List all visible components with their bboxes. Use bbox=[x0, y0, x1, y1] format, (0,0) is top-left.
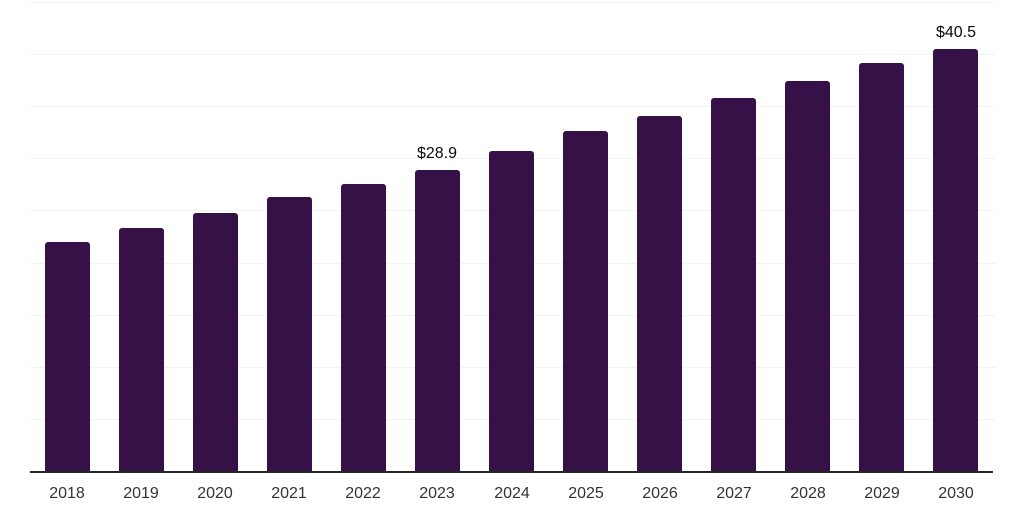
x-tick-2019: 2019 bbox=[123, 485, 159, 502]
x-axis-line bbox=[30, 471, 993, 473]
gridline-40 bbox=[30, 54, 995, 55]
bar-2025[interactable] bbox=[563, 131, 608, 471]
x-tick-2025: 2025 bbox=[568, 485, 604, 502]
x-tick-2029: 2029 bbox=[864, 485, 900, 502]
x-tick-2023: 2023 bbox=[419, 485, 455, 502]
bar-2019[interactable] bbox=[119, 228, 164, 471]
bar-2018[interactable] bbox=[45, 242, 90, 471]
bar-2028[interactable] bbox=[785, 81, 830, 471]
x-tick-2024: 2024 bbox=[494, 485, 530, 502]
gridline-35 bbox=[30, 106, 995, 107]
x-tick-2022: 2022 bbox=[345, 485, 381, 502]
bar-2023[interactable] bbox=[415, 170, 460, 471]
x-tick-2030: 2030 bbox=[938, 485, 974, 502]
bar-2020[interactable] bbox=[193, 213, 238, 471]
data-label-2030: $40.5 bbox=[935, 24, 977, 41]
bar-2022[interactable] bbox=[341, 184, 386, 471]
bar-2027[interactable] bbox=[711, 98, 756, 471]
x-tick-2026: 2026 bbox=[642, 485, 678, 502]
x-tick-2028: 2028 bbox=[790, 485, 826, 502]
data-label-2023: $28.9 bbox=[416, 145, 458, 162]
bar-2026[interactable] bbox=[637, 116, 682, 471]
x-tick-2020: 2020 bbox=[197, 485, 233, 502]
bar-2024[interactable] bbox=[489, 151, 534, 471]
bar-2030[interactable] bbox=[933, 49, 978, 471]
bar-2021[interactable] bbox=[267, 197, 312, 471]
bar-2029[interactable] bbox=[859, 63, 904, 471]
x-tick-2027: 2027 bbox=[716, 485, 752, 502]
x-tick-2018: 2018 bbox=[49, 485, 85, 502]
x-tick-2021: 2021 bbox=[271, 485, 307, 502]
gridline-45 bbox=[30, 2, 995, 3]
